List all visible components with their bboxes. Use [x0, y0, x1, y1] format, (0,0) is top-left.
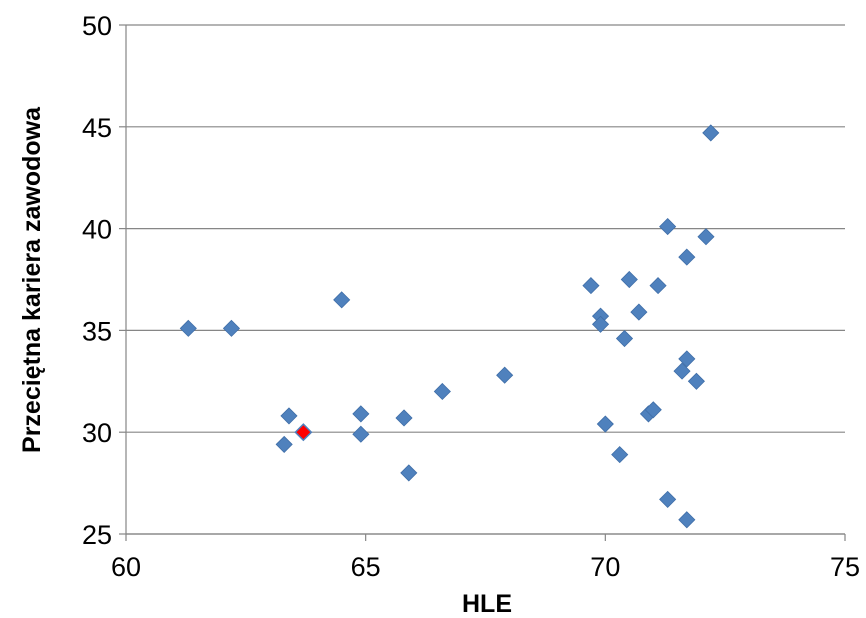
x-tick-label: 70: [590, 552, 620, 582]
x-tick-label: 75: [830, 552, 860, 582]
y-tick-label: 35: [82, 316, 112, 346]
data-point: [649, 277, 667, 295]
data-point: [582, 277, 600, 295]
y-tick-label: 30: [82, 418, 112, 448]
data-point: [496, 366, 514, 384]
data-point: [433, 382, 451, 401]
data-point: [678, 248, 696, 266]
highlighted-data-point: [294, 423, 313, 442]
x-tick-label: 60: [111, 552, 141, 582]
data-point: [179, 319, 197, 337]
data-point: [697, 228, 715, 246]
y-tick-label: 50: [82, 11, 112, 41]
data-point: [352, 405, 370, 423]
data-point: [400, 464, 418, 482]
data-point: [687, 372, 705, 390]
data-point: [395, 409, 413, 427]
x-axis-title: HLE: [462, 590, 512, 618]
y-axis-title: Przeciętna kariera zawodowa: [18, 106, 46, 453]
gridlines: [126, 24, 845, 535]
data-point: [591, 315, 610, 333]
data-point: [673, 362, 691, 380]
data-point: [659, 217, 677, 236]
y-tick-labels: 25 30 35 40 45 50: [82, 11, 112, 550]
data-point: [596, 415, 614, 433]
data-point: [222, 319, 241, 337]
data-point: [615, 329, 634, 348]
data-point: [678, 511, 696, 529]
x-tick-label: 65: [351, 552, 381, 582]
data-point: [659, 490, 677, 508]
y-tick-label: 25: [82, 520, 112, 550]
data-points: [179, 124, 720, 529]
data-point: [678, 350, 696, 368]
data-point: [644, 401, 662, 419]
y-tick-label: 40: [82, 215, 112, 245]
data-point: [630, 303, 648, 321]
data-point: [280, 407, 298, 425]
data-point: [333, 291, 351, 309]
data-point: [352, 425, 370, 443]
data-point: [611, 446, 629, 464]
data-point: [620, 270, 638, 289]
data-point: [702, 124, 720, 142]
x-tick-labels: 60 65 70 75: [111, 552, 860, 582]
axes: [119, 24, 846, 541]
data-point: [275, 435, 293, 453]
y-tick-label: 45: [82, 113, 112, 143]
